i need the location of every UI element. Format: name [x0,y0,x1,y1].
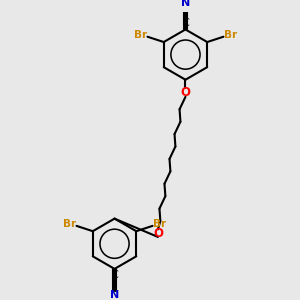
Text: C: C [182,18,189,28]
Text: Br: Br [63,219,76,229]
Text: N: N [181,0,190,8]
Text: C: C [111,270,118,280]
Text: O: O [153,227,163,240]
Text: N: N [110,290,119,300]
Text: Br: Br [153,219,167,229]
Text: Br: Br [134,30,147,40]
Text: O: O [181,85,190,99]
Text: Br: Br [224,30,237,40]
